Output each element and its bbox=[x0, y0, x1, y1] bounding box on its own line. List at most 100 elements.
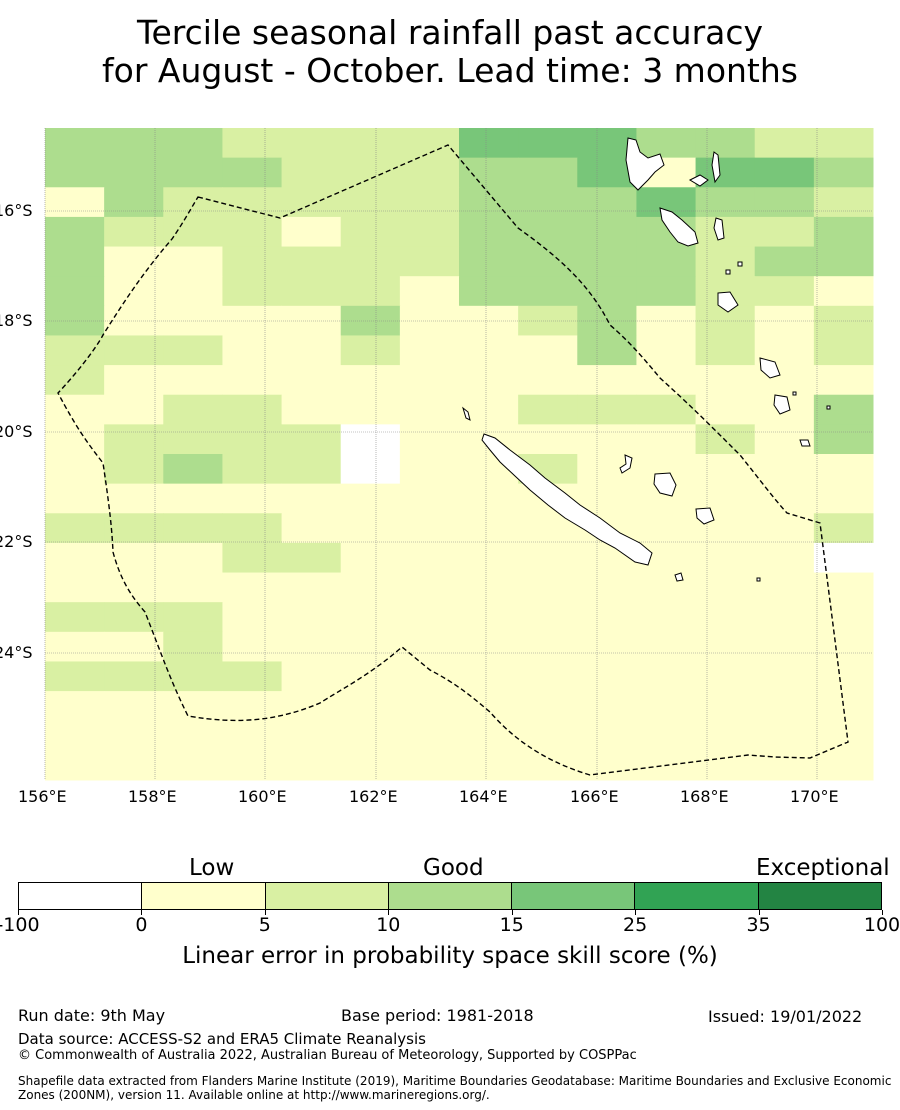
colorbar-segment bbox=[635, 883, 759, 909]
skill-cell bbox=[636, 691, 697, 722]
skill-cell bbox=[45, 394, 105, 425]
skill-cell bbox=[399, 602, 460, 633]
skill-cell bbox=[281, 513, 342, 544]
base-period: Base period: 1981-2018 bbox=[341, 1006, 534, 1025]
skill-cell bbox=[459, 483, 519, 514]
espiritu-santo-island bbox=[625, 137, 665, 191]
skill-cell bbox=[104, 454, 164, 485]
isle-of-pines bbox=[674, 572, 684, 582]
loyalty-island-ouvea bbox=[619, 454, 633, 474]
skill-cell bbox=[695, 187, 756, 218]
skill-cell bbox=[695, 572, 756, 603]
skill-cell bbox=[281, 157, 342, 188]
skill-cell bbox=[754, 454, 815, 485]
skill-cell bbox=[222, 394, 283, 425]
longitude-label: 162°E bbox=[349, 787, 398, 806]
skill-cell bbox=[104, 424, 164, 455]
colorbar-tick-mark bbox=[635, 910, 637, 915]
skill-cell bbox=[45, 335, 105, 366]
skill-cell bbox=[340, 335, 401, 366]
skill-cell bbox=[813, 246, 874, 277]
skill-cell bbox=[340, 276, 401, 307]
skill-cell bbox=[459, 631, 519, 662]
skill-cell bbox=[518, 335, 578, 366]
skill-cell bbox=[754, 157, 815, 188]
skill-cell bbox=[340, 394, 401, 425]
skill-cell bbox=[754, 691, 815, 722]
skill-cell bbox=[459, 602, 519, 633]
skill-cell bbox=[281, 424, 342, 455]
colorbar-tick-mark bbox=[18, 910, 19, 915]
run-date: Run date: 9th May bbox=[18, 1006, 166, 1025]
skill-cell bbox=[813, 720, 874, 751]
colorbar-tick-mark bbox=[388, 910, 390, 915]
colorbar-tick-label: 10 bbox=[376, 914, 401, 936]
skill-cell bbox=[104, 750, 164, 781]
skill-cell bbox=[104, 661, 164, 692]
skill-cell bbox=[636, 394, 697, 425]
skill-cell bbox=[104, 276, 164, 307]
small-island bbox=[792, 391, 797, 396]
small-island bbox=[737, 261, 743, 267]
skill-cell bbox=[399, 128, 460, 159]
skill-cell bbox=[459, 157, 519, 188]
skill-cell bbox=[577, 246, 637, 277]
skill-cell bbox=[813, 542, 874, 574]
skill-cell bbox=[222, 424, 283, 455]
colorbar-segment bbox=[265, 883, 389, 909]
skill-cell bbox=[518, 691, 578, 722]
skill-cell bbox=[813, 424, 874, 455]
skill-cell bbox=[459, 187, 519, 218]
skill-cell bbox=[104, 513, 164, 544]
skill-cell bbox=[813, 483, 874, 514]
skill-cell bbox=[163, 483, 223, 514]
skill-cell bbox=[104, 335, 164, 366]
skill-cell bbox=[636, 513, 697, 544]
skill-cell bbox=[163, 454, 223, 485]
skill-cell bbox=[399, 394, 460, 425]
skill-cell bbox=[695, 691, 756, 722]
skill-cell bbox=[754, 631, 815, 662]
skill-cell bbox=[577, 720, 637, 751]
skill-cell bbox=[104, 187, 164, 218]
skill-cell bbox=[399, 187, 460, 218]
erromango-island bbox=[759, 357, 781, 379]
skill-cell bbox=[577, 661, 637, 692]
skill-cell bbox=[813, 216, 874, 248]
loyalty-island-lifou bbox=[653, 472, 677, 497]
skill-cell bbox=[636, 661, 697, 692]
skill-cell bbox=[340, 424, 401, 455]
skill-cell bbox=[281, 750, 342, 781]
skill-cell bbox=[518, 542, 578, 574]
longitude-label: 164°E bbox=[459, 787, 508, 806]
skill-cell bbox=[518, 720, 578, 751]
skill-cell bbox=[459, 661, 519, 692]
skill-cell bbox=[281, 335, 342, 366]
skill-cell bbox=[695, 542, 756, 574]
skill-cell bbox=[754, 602, 815, 633]
skill-cell bbox=[636, 305, 697, 336]
skill-cell bbox=[754, 305, 815, 336]
skill-cell bbox=[45, 246, 105, 277]
skill-cell bbox=[45, 454, 105, 485]
skill-cell bbox=[459, 216, 519, 248]
skill-cell bbox=[399, 542, 460, 574]
skill-cell bbox=[222, 483, 283, 514]
skill-cell bbox=[163, 394, 223, 425]
skill-cell bbox=[399, 365, 460, 396]
skill-cell bbox=[45, 128, 105, 159]
efate-island bbox=[717, 291, 739, 313]
skill-cell bbox=[518, 394, 578, 425]
colorbar-segment bbox=[142, 883, 266, 909]
skill-cell bbox=[104, 691, 164, 722]
skill-cell bbox=[636, 246, 697, 277]
longitude-label: 166°E bbox=[570, 787, 619, 806]
skill-cell bbox=[399, 720, 460, 751]
skill-cell bbox=[104, 602, 164, 633]
colorbar-label: Linear error in probability space skill … bbox=[182, 943, 718, 969]
tanna-island bbox=[773, 394, 791, 415]
latitude-label: 18°S bbox=[0, 311, 33, 330]
skill-cell bbox=[340, 631, 401, 662]
skill-cell bbox=[813, 572, 874, 603]
skill-cell bbox=[813, 394, 874, 425]
